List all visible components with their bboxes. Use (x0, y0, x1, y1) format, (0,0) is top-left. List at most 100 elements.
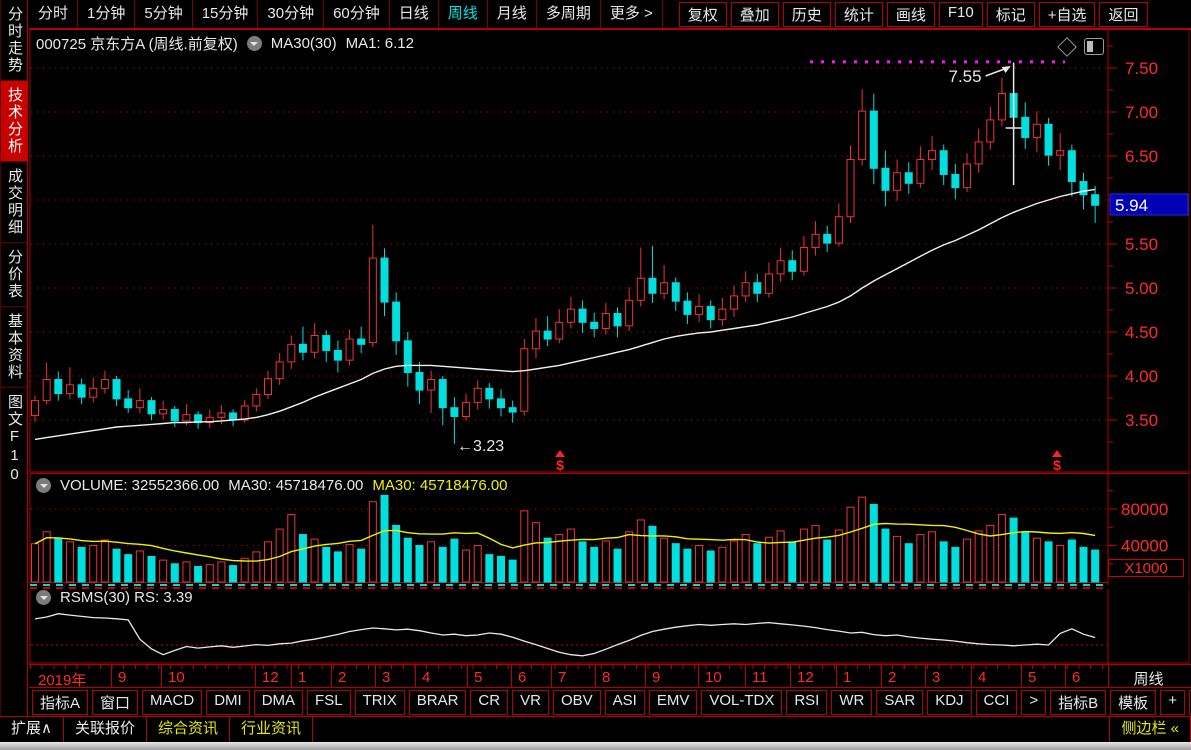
month-cell-border (698, 665, 699, 687)
bottom-sidebar-toggle[interactable]: 侧边栏 « (1109, 717, 1191, 742)
period-月线[interactable]: 月线 (488, 0, 537, 28)
tool-F10[interactable]: F10 (938, 1, 983, 27)
month-label: 3 (932, 669, 941, 686)
collapse-chevron-icon[interactable] (246, 36, 262, 51)
dividend-marker[interactable]: $ (556, 457, 564, 473)
month-cell-border (790, 665, 791, 687)
tab-VR[interactable]: VR (512, 689, 549, 715)
top-menu-bar: 分时 1分钟 5分钟 15分钟 30分钟 60分钟 日线 周线 月线 多周期 更多 > 复权 叠加 历史统… (29, 0, 1191, 30)
bottom-关联报价[interactable]: 关联报价 (64, 717, 147, 742)
tool-画线[interactable]: 画线 (886, 1, 935, 27)
tab-窗口[interactable]: 窗口 (92, 689, 139, 715)
sidebar-item-分价表[interactable]: 分价表 (1, 242, 27, 306)
dividend-marker[interactable]: $ (1053, 457, 1061, 473)
month-label: 4 (978, 669, 987, 686)
tab-CR[interactable]: CR (470, 689, 509, 715)
bottom-行业资讯[interactable]: 行业资讯 (230, 717, 314, 742)
month-label: 4 (422, 669, 431, 686)
tab-指标A[interactable]: 指标A (32, 689, 89, 715)
month-label: 6 (518, 669, 527, 686)
volume-ma30-white: MA30: 45718476.00 (228, 477, 364, 494)
month-cell-border (1021, 665, 1022, 687)
tab->[interactable]: > (1021, 689, 1047, 715)
price-axis-label: 6.50 (1125, 147, 1158, 166)
price-axis-label: 5.00 (1125, 279, 1158, 298)
month-cell-border (255, 665, 256, 687)
tool-叠加[interactable]: 叠加 (730, 1, 779, 27)
tab--[interactable]: - (1188, 689, 1191, 715)
tool-返回[interactable]: 返回 (1099, 1, 1148, 27)
period-更多 >[interactable]: 更多 > (601, 0, 663, 28)
collapse-chevron-icon[interactable] (36, 478, 51, 493)
month-cell-border (645, 665, 646, 687)
rsms-pane-header: RSMS(30) RS: 3.39 (36, 589, 193, 606)
month-label: 12 (797, 669, 814, 686)
tab-+[interactable]: + (1160, 689, 1185, 715)
diamond-marker-icon[interactable] (1057, 36, 1077, 57)
period-60分钟[interactable]: 60分钟 (324, 0, 390, 28)
tab-DMI[interactable]: DMI (206, 689, 250, 715)
tab-RSI[interactable]: RSI (786, 689, 828, 715)
left-sidebar: 分时走势技术分析 成交明细 分价表 基本资料 图文F10 (0, 0, 28, 716)
tab-SAR[interactable]: SAR (876, 689, 924, 715)
tool-统计[interactable]: 统计 (834, 1, 883, 27)
price-axis-label: 7.00 (1125, 103, 1158, 122)
tab-CCI[interactable]: CCI (975, 689, 1018, 715)
tab-VOL-TDX[interactable]: VOL-TDX (701, 689, 783, 715)
month-label: 11 (752, 669, 768, 686)
period-cell-border (1108, 665, 1109, 687)
rsms-chart[interactable] (29, 589, 1191, 664)
pane-splitter[interactable] (30, 584, 1108, 589)
month-cell-border (291, 665, 292, 687)
month-cell-border (511, 665, 512, 687)
period-5分钟[interactable]: 5分钟 (135, 0, 193, 28)
price-axis-label: 4.50 (1125, 323, 1158, 342)
tab-KDJ[interactable]: KDJ (927, 689, 972, 715)
month-cell-border (971, 665, 972, 687)
month-label: 10 (705, 669, 722, 686)
volume-chart[interactable]: 80000 40000 (29, 473, 1191, 585)
volume-unit-label: X1000 (1108, 559, 1184, 577)
tab-OBV[interactable]: OBV (552, 689, 601, 715)
tab-BRAR[interactable]: BRAR (408, 689, 467, 715)
tool-复权[interactable]: 复权 (678, 1, 727, 27)
tab-MACD[interactable]: MACD (142, 689, 203, 715)
sidebar-item-成交明细[interactable]: 成交明细 (1, 161, 27, 242)
side-panel-toggle-icon[interactable] (1084, 38, 1104, 55)
month-cell-border (331, 665, 332, 687)
sidebar-item-技术分析[interactable]: 技术分析 (1, 80, 27, 161)
sidebar-item-图文F10[interactable]: 图文F10 (1, 387, 27, 491)
tool-标记[interactable]: 标记 (986, 1, 1035, 27)
tool-+自选[interactable]: +自选 (1038, 1, 1096, 27)
month-label: 2 (888, 669, 897, 686)
period-多周期[interactable]: 多周期 (537, 0, 601, 28)
collapse-chevron-icon[interactable] (36, 590, 51, 605)
tab-EMV[interactable]: EMV (648, 689, 698, 715)
period-1分钟[interactable]: 1分钟 (78, 0, 136, 28)
period-周线[interactable]: 周线 (439, 0, 488, 28)
bottom-综合资讯[interactable]: 综合资讯 (147, 717, 231, 742)
period-日线[interactable]: 日线 (390, 0, 439, 28)
period-15分钟[interactable]: 15分钟 (193, 0, 259, 28)
month-label: 6 (1072, 669, 1081, 686)
volume-pane-header: VOLUME: 32552366.00 MA30: 45718476.00 MA… (36, 477, 508, 494)
sidebar-item-分时走势[interactable]: 分时走势 (6, 6, 23, 74)
bottom-扩展∧[interactable]: 扩展∧ (0, 717, 64, 742)
price-axis-label: 3.50 (1125, 411, 1158, 430)
tab-DMA[interactable]: DMA (253, 689, 304, 715)
tab-模板[interactable]: 模板 (1110, 689, 1157, 715)
period-分时[interactable]: 分时 (29, 0, 79, 28)
bottom-status-bar: 扩展∧ 关联报价 综合资讯 行业资讯 侧边栏 « (0, 716, 1191, 742)
period-30分钟[interactable]: 30分钟 (258, 0, 325, 28)
tool-历史[interactable]: 历史 (782, 1, 831, 27)
tab-FSL[interactable]: FSL (307, 689, 351, 715)
tab-WR[interactable]: WR (831, 689, 873, 715)
price-chart[interactable]: 7.50 7.00 6.50 5.50 5.00 4.50 4.00 3.50 7.55 ←3.2… (29, 30, 1191, 473)
month-cell-border (467, 665, 468, 687)
sidebar-item-基本资料[interactable]: 基本资料 (1, 306, 27, 387)
tab-指标B[interactable]: 指标B (1050, 689, 1107, 715)
tab-ASI[interactable]: ASI (604, 689, 645, 715)
tab-TRIX[interactable]: TRIX (354, 689, 405, 715)
